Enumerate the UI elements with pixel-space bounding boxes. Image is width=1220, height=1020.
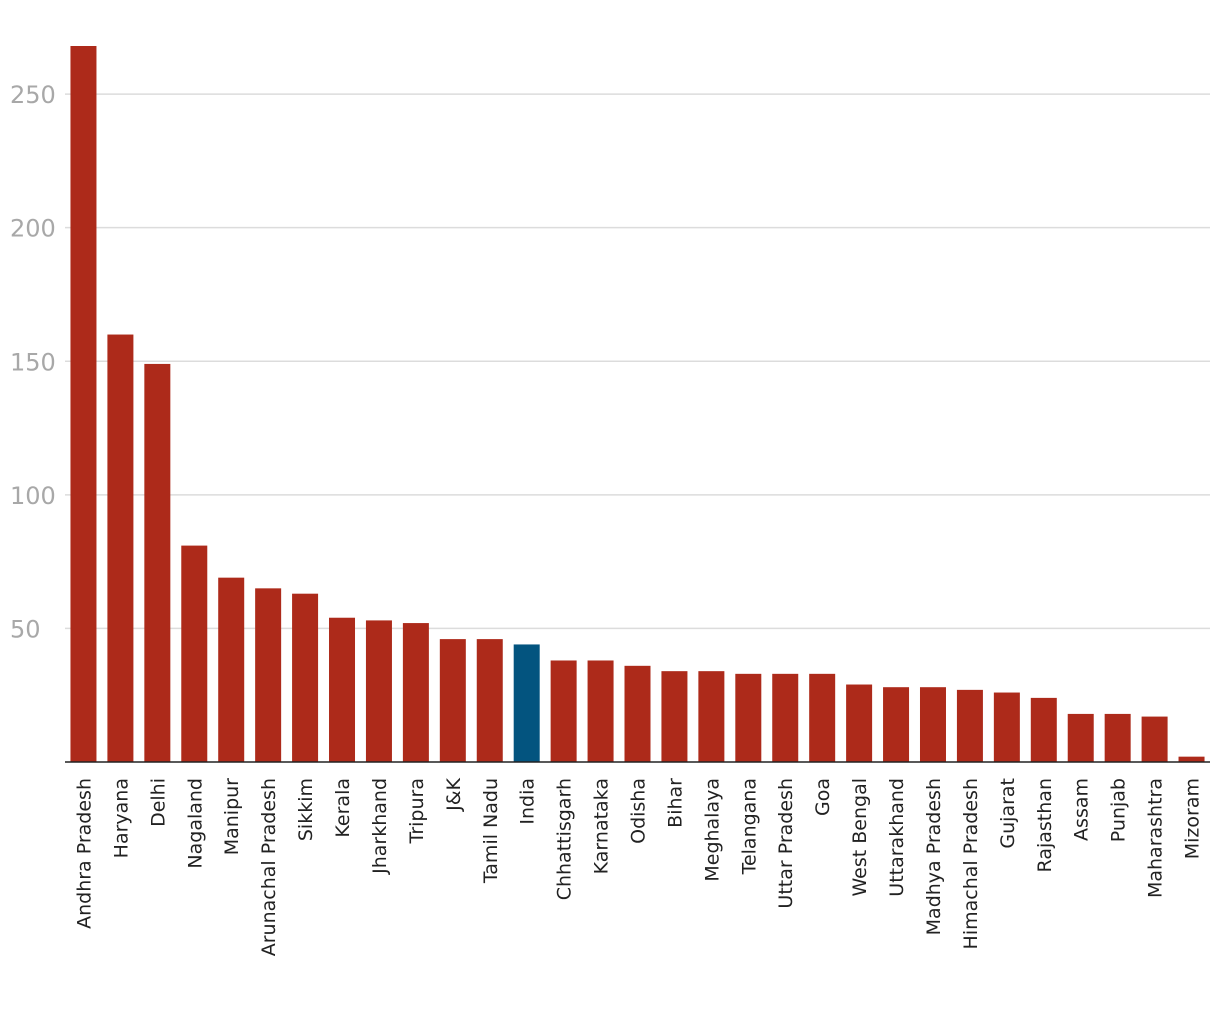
bar-bihar [661, 671, 688, 762]
x-tick-label: Punjab [1108, 778, 1130, 842]
y-axis-ticks: 50 100 150 200 250 [10, 81, 56, 643]
bar-meghalaya [698, 671, 725, 762]
bar-assam [1067, 713, 1094, 762]
bar-tamil-nadu [476, 639, 503, 762]
bar-tripura [402, 623, 429, 762]
y-tick-label: 200 [10, 215, 56, 243]
bar-jharkhand [365, 620, 392, 762]
bar-sikkim [292, 593, 319, 762]
bars [70, 46, 1205, 762]
bar-kerala [329, 617, 356, 762]
x-tick-label: Assam [1071, 778, 1093, 841]
bar-nagaland [181, 545, 208, 762]
x-tick-label: Kerala [332, 778, 354, 838]
x-tick-label: Jharkhand [369, 778, 391, 875]
y-tick-label: 100 [10, 482, 56, 510]
x-tick-label: West Bengal [849, 778, 871, 897]
bar-punjab [1104, 713, 1131, 762]
x-tick-label: Arunachal Pradesh [258, 778, 280, 956]
x-tick-label: India [517, 778, 539, 825]
bar-odisha [624, 665, 651, 762]
bar-maharashtra [1141, 716, 1168, 762]
bar-chhattisgarh [550, 660, 577, 762]
bar-karnataka [587, 660, 614, 762]
bar-j-k [439, 639, 466, 762]
y-tick-label: 250 [10, 81, 56, 109]
bar-india [513, 644, 540, 762]
x-tick-label: Karnataka [591, 778, 613, 874]
x-tick-label: Bihar [664, 778, 686, 828]
x-tick-label: Gujarat [997, 778, 1019, 849]
x-tick-label: Manipur [221, 778, 243, 855]
bar-delhi [144, 363, 171, 762]
bar-haryana [107, 334, 134, 762]
y-tick-label: 50 [10, 615, 41, 643]
x-tick-label: Uttarakhand [886, 778, 908, 897]
bar-arunachal-pradesh [255, 588, 282, 762]
x-tick-label: Telangana [738, 778, 760, 875]
x-tick-label: Meghalaya [701, 778, 723, 882]
x-tick-label: Andhra Pradesh [73, 778, 95, 929]
bar-mizoram [1178, 756, 1205, 762]
x-tick-label: Madhya Pradesh [923, 778, 945, 935]
x-tick-label: Haryana [110, 778, 132, 858]
x-tick-label: Maharashtra [1145, 778, 1167, 898]
bar-rajasthan [1030, 697, 1057, 762]
x-tick-label: Nagaland [184, 778, 206, 869]
bar-goa [809, 673, 836, 762]
x-tick-label: Uttar Pradesh [775, 778, 797, 909]
bar-himachal-pradesh [956, 689, 983, 762]
x-tick-label: Delhi [147, 778, 169, 827]
bar-uttar-pradesh [772, 673, 799, 762]
bar-manipur [218, 577, 245, 762]
bar-uttarakhand [883, 687, 910, 762]
x-tick-label: Chhattisgarh [554, 778, 576, 900]
bar-madhya-pradesh [919, 687, 946, 762]
x-tick-label: Odisha [628, 778, 650, 844]
x-tick-label: Tamil Nadu [480, 778, 502, 884]
y-tick-label: 150 [10, 348, 56, 376]
x-axis-labels: Andhra Pradesh Haryana Delhi Nagaland Manipu… [73, 777, 1203, 956]
x-tick-label: Tripura [406, 778, 428, 844]
x-tick-label: Mizoram [1182, 778, 1204, 859]
x-tick-label: Sikkim [295, 778, 317, 841]
x-tick-label: Goa [812, 778, 834, 816]
gridlines [65, 93, 1210, 630]
bar-andhra-pradesh [70, 46, 97, 762]
x-tick-label: Himachal Pradesh [960, 778, 982, 949]
bar-telangana [735, 673, 762, 762]
x-tick-label: J&K [443, 777, 465, 811]
bar-gujarat [993, 692, 1020, 762]
bar-west-bengal [846, 684, 873, 762]
x-tick-label: Rajasthan [1034, 778, 1056, 872]
